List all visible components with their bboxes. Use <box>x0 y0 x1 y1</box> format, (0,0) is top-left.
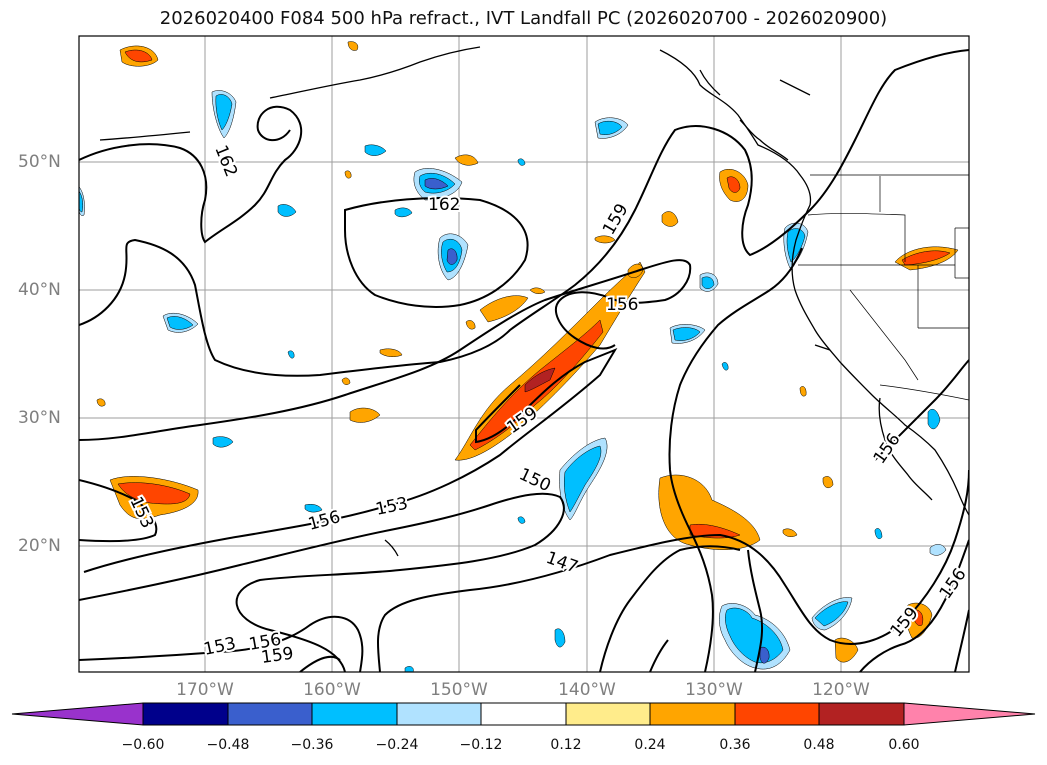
map-title: 2026020400 F084 500 hPa refract., IVT La… <box>159 8 888 29</box>
colorbar <box>11 702 1036 726</box>
lon-label: 160°W <box>303 680 361 700</box>
colorbar-bin <box>649 702 736 726</box>
colorbar-tick: 0.24 <box>634 737 666 753</box>
colorbar-tick: −0.36 <box>290 737 334 753</box>
colorbar-tick: 0.12 <box>550 737 582 753</box>
contour-label: 159 <box>599 200 633 238</box>
colorbar-tick: 0.48 <box>803 737 835 753</box>
contour-label: 153 <box>202 634 238 660</box>
contour-label: 150 <box>516 464 554 496</box>
colorbar-tick: −0.48 <box>206 737 250 753</box>
lon-label: 130°W <box>685 680 743 700</box>
contour-labels: 162 162 159 156 159 153 156 153 150 147 … <box>123 140 972 670</box>
coastlines <box>99 46 969 557</box>
colorbar-bin <box>818 702 905 726</box>
height-contours <box>79 49 969 672</box>
colorbar-tick: −0.24 <box>375 737 419 753</box>
colorbar-tick: −0.12 <box>459 737 503 753</box>
pos-blob-east <box>658 474 761 550</box>
colorbar-bin <box>480 702 567 726</box>
colorbar-tick: −0.60 <box>121 737 165 753</box>
colorbar-bin <box>311 702 398 726</box>
contour-label: 147 <box>543 548 580 578</box>
colorbar-bin <box>734 702 820 726</box>
lon-label: 150°W <box>430 680 488 700</box>
contour-label: 156 <box>247 630 282 655</box>
contour-label: 156 <box>606 295 638 315</box>
lat-label: 20°N <box>18 536 61 556</box>
colorbar-bin <box>227 702 313 726</box>
lat-label: 30°N <box>18 408 61 428</box>
lon-label: 140°W <box>558 680 616 700</box>
lon-label: 170°W <box>176 680 234 700</box>
contour-label: 162 <box>428 195 460 215</box>
colorbar-bin <box>142 702 229 726</box>
colorbar-extend-low <box>11 702 144 726</box>
contour-label: 153 <box>374 494 410 520</box>
contour-label: 162 <box>210 142 241 180</box>
political-borders <box>798 174 969 401</box>
contour-label: 159 <box>260 644 295 668</box>
lat-label: 50°N <box>18 152 61 172</box>
plot-frame <box>78 35 970 673</box>
colorbar-bin <box>396 702 482 726</box>
colorbar-tick: 0.36 <box>719 737 751 753</box>
anomaly-fills <box>79 41 959 672</box>
lat-label: 40°N <box>18 280 61 300</box>
colorbar-extend-high <box>903 702 1036 726</box>
colorbar-tick: 0.60 <box>888 737 920 753</box>
colorbar-bin <box>565 702 651 726</box>
lon-label: 120°W <box>812 680 870 700</box>
